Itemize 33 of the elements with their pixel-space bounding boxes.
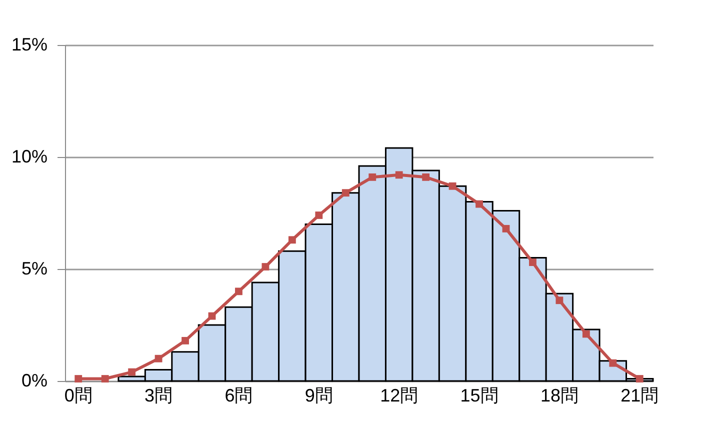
point	[529, 258, 536, 266]
x-tick-label: 15問	[460, 386, 498, 406]
point	[556, 296, 564, 304]
x-tick-label: 9問	[304, 386, 333, 406]
point	[636, 375, 644, 382]
x-tick-label: 6問	[224, 386, 253, 406]
y-tick-label: 15%	[11, 34, 48, 54]
point	[182, 336, 189, 344]
y-tick-label: 5%	[21, 258, 48, 278]
point	[368, 173, 376, 181]
point	[502, 224, 510, 232]
point	[315, 212, 323, 219]
point	[288, 236, 296, 244]
point	[448, 182, 456, 190]
y-tick-label: 10%	[11, 146, 48, 166]
x-tick-label: 0問	[64, 386, 92, 406]
point	[262, 263, 270, 270]
point	[101, 375, 109, 382]
point	[395, 171, 403, 179]
point	[128, 368, 136, 376]
point	[476, 200, 483, 208]
point	[342, 189, 350, 197]
point	[74, 375, 82, 382]
x-tick-label: 12問	[380, 386, 418, 406]
point	[154, 354, 162, 362]
x-tick-label: 21問	[620, 386, 659, 406]
x-tick-label: 18問	[540, 386, 578, 406]
x-tick-label: 3問	[144, 386, 173, 406]
point	[582, 330, 590, 338]
point	[422, 173, 430, 181]
point	[235, 288, 242, 296]
point	[609, 359, 617, 367]
y-tick-label: 0%	[21, 370, 48, 390]
